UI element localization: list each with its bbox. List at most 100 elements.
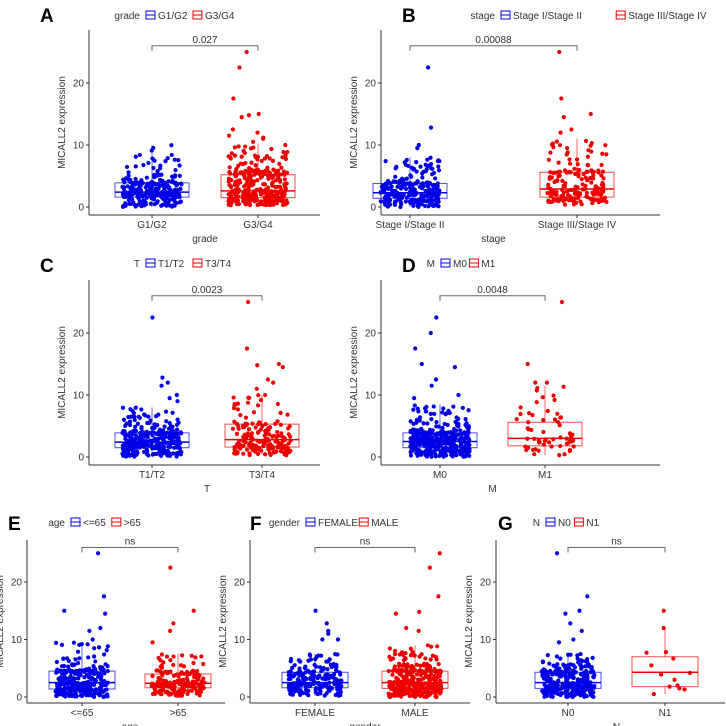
panel-letter: E [8, 514, 21, 535]
data-point [169, 143, 174, 148]
data-point [175, 692, 180, 698]
data-point [238, 412, 243, 418]
data-point [397, 663, 402, 669]
data-point [589, 140, 594, 146]
data-point [121, 204, 126, 210]
data-point [545, 408, 550, 414]
data-point [663, 650, 669, 655]
x-axis-title: M [488, 484, 496, 495]
data-point [310, 671, 316, 677]
data-point [124, 164, 130, 170]
legend-title: gender [269, 518, 301, 529]
data-point [269, 193, 274, 199]
data-point [132, 417, 137, 423]
data-point [98, 625, 103, 631]
data-point [466, 427, 471, 432]
data-point [408, 173, 413, 178]
data-point [600, 169, 606, 174]
data-point [103, 611, 108, 616]
data-point [144, 175, 149, 180]
data-point [181, 664, 187, 669]
data-point [246, 175, 251, 180]
data-point [270, 158, 276, 163]
panel-letter: A [40, 6, 54, 27]
x-tick-label: M1 [538, 470, 552, 481]
legend-entry: N1 [586, 518, 599, 529]
group-<=65: <=65 [48, 551, 116, 719]
data-point [301, 675, 306, 680]
data-point [424, 688, 429, 693]
data-point [263, 431, 269, 437]
data-point [175, 399, 180, 404]
data-point [423, 188, 428, 193]
data-point [92, 682, 97, 687]
data-point [414, 450, 419, 456]
significance-bracket [439, 295, 546, 301]
data-point [91, 663, 96, 669]
data-point [584, 194, 589, 199]
data-point [268, 425, 273, 430]
x-tick-label: T1/T2 [139, 470, 166, 481]
data-point [565, 652, 571, 657]
data-point [434, 678, 439, 683]
data-point [427, 565, 432, 570]
group->65: >65 [144, 565, 212, 719]
data-point [144, 432, 149, 437]
data-point [155, 172, 160, 177]
data-point [425, 643, 430, 648]
data-point [586, 148, 591, 153]
data-point [304, 676, 309, 682]
data-point [568, 621, 573, 626]
data-point [431, 170, 437, 176]
data-point [260, 424, 265, 429]
data-point [161, 660, 166, 665]
data-point [311, 677, 316, 682]
data-point [148, 418, 153, 423]
data-point [407, 192, 412, 197]
data-point [585, 673, 590, 678]
data-point [179, 693, 185, 698]
data-point [404, 186, 409, 192]
data-point [392, 648, 398, 653]
data-point [546, 157, 551, 162]
p-value-label: ns [611, 537, 622, 548]
data-point [579, 628, 584, 633]
data-point [578, 658, 584, 663]
data-point [404, 157, 409, 163]
data-point [406, 688, 411, 693]
data-point [255, 403, 261, 408]
data-point [644, 650, 649, 655]
data-point [250, 421, 255, 426]
data-point [178, 181, 184, 186]
data-point [62, 685, 67, 690]
data-point [82, 675, 87, 680]
data-point [464, 421, 469, 426]
data-point [583, 664, 588, 669]
data-point [167, 683, 172, 688]
data-point [121, 448, 126, 453]
data-point [270, 434, 275, 439]
data-point [250, 139, 256, 144]
data-point [541, 418, 546, 423]
data-point [534, 400, 539, 405]
legend-entry: Stage I/Stage II [513, 11, 582, 22]
data-point [383, 200, 388, 205]
data-point [255, 178, 260, 183]
data-point [159, 692, 164, 697]
data-point [320, 637, 325, 642]
data-point [556, 678, 561, 683]
data-point [259, 158, 264, 164]
data-point [436, 164, 441, 169]
data-point [671, 656, 676, 661]
data-point [549, 444, 554, 449]
data-point [300, 690, 305, 696]
data-point [325, 667, 330, 672]
data-point [76, 673, 82, 678]
data-point [431, 449, 436, 454]
data-point [682, 687, 687, 692]
data-point [88, 676, 94, 681]
panel-letter: B [402, 6, 416, 27]
data-point [429, 644, 434, 649]
data-point [597, 191, 602, 196]
legend-title: T [134, 259, 140, 270]
